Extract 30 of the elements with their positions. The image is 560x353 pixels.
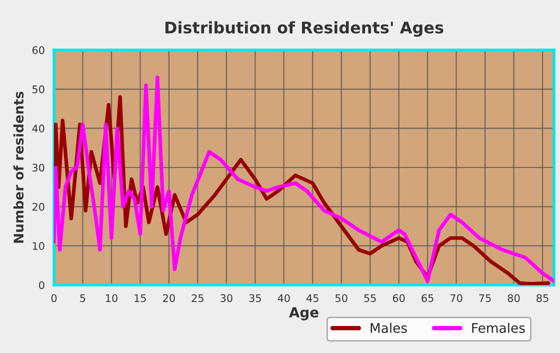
x-tick-label: 50	[336, 294, 348, 302]
x-tick-label: 60	[392, 294, 405, 302]
x-tick-label: 15	[134, 294, 146, 302]
x-tick-label: 10	[106, 294, 118, 302]
x-tick-label: 20	[163, 294, 175, 302]
x-tick-label: 40	[278, 294, 290, 302]
x-tick-label: 75	[479, 294, 491, 302]
x-tick-label: 65	[422, 294, 434, 302]
chart-title: Distribution of Residents' Ages	[165, 21, 444, 37]
x-tick-label: 85	[536, 294, 548, 302]
legend-label: Males	[370, 322, 407, 333]
y-tick-label: 10	[32, 242, 44, 250]
y-tick-label: 30	[32, 164, 44, 172]
x-tick-label: 25	[192, 294, 204, 302]
x-tick-label: 35	[249, 294, 261, 302]
y-tick-label: 60	[32, 46, 44, 54]
x-tick-label: 70	[450, 294, 462, 302]
y-tick-label: 0	[39, 281, 44, 290]
x-axis-title: Age	[289, 307, 318, 320]
x-tick-label: 45	[306, 294, 318, 302]
y-tick-label: 50	[32, 85, 44, 94]
y-axis-title: Number of residents	[13, 92, 24, 243]
x-tick-label: 5	[80, 294, 86, 302]
legend-label: Females	[472, 322, 525, 333]
x-tick-label: 0	[51, 294, 57, 302]
x-tick-label: 80	[508, 294, 520, 302]
y-tick-label: 40	[32, 124, 44, 132]
x-tick-label: 55	[364, 294, 376, 302]
y-tick-label: 20	[32, 202, 44, 211]
x-tick-label: 30	[220, 294, 232, 302]
